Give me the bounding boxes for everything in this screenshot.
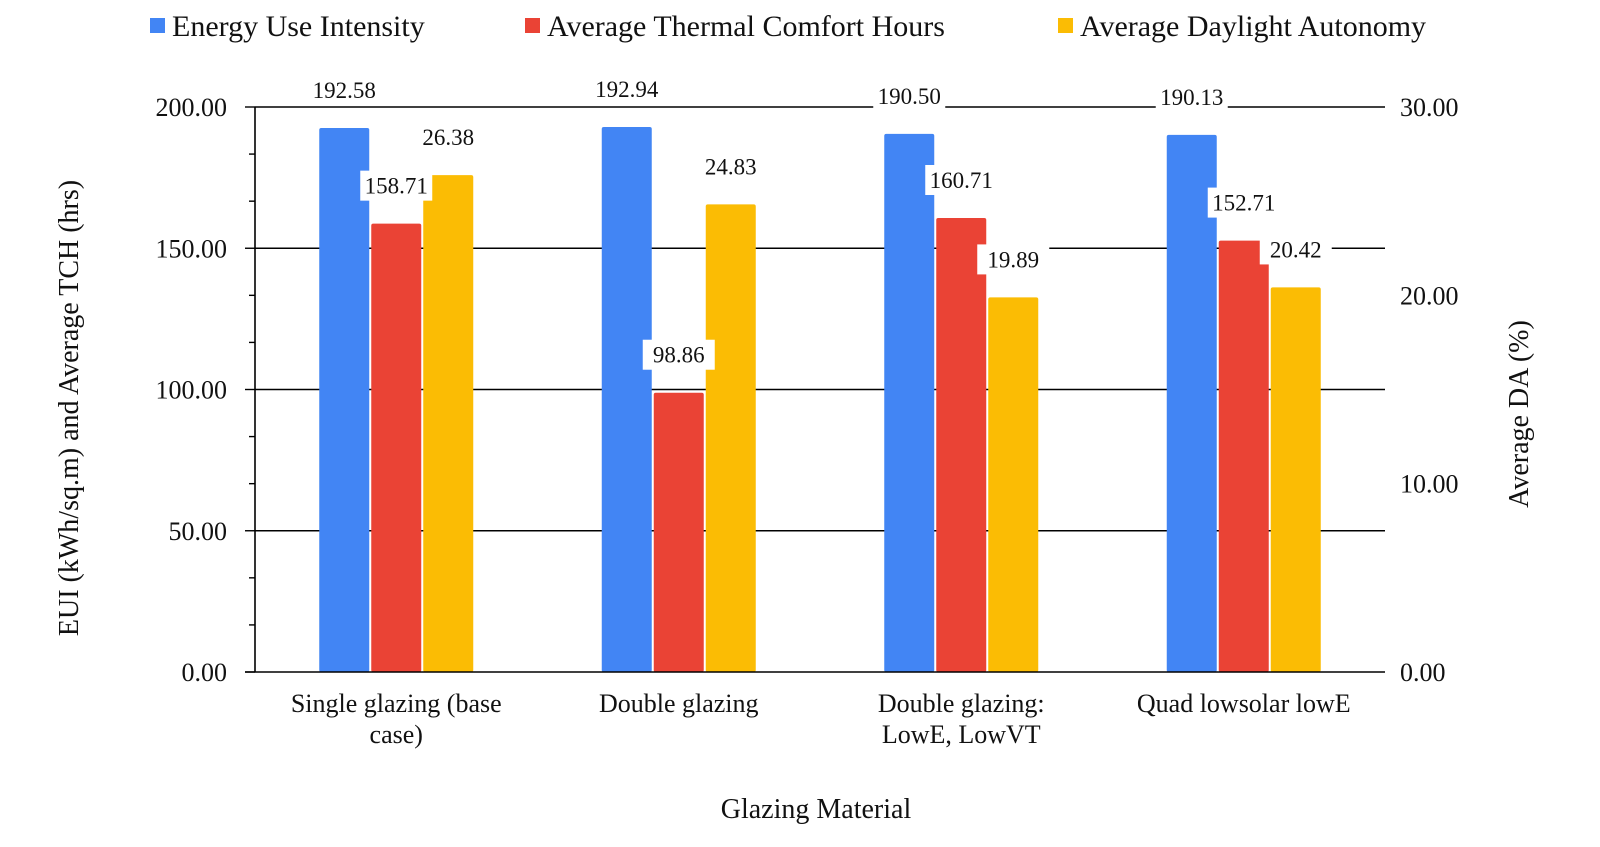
axes [245,106,1385,673]
data-label-bg [873,80,946,111]
data-label-bg [1207,187,1280,218]
bar [601,126,652,672]
data-label: 98.86 [653,343,705,368]
data-label-bg [308,74,381,105]
category-label: Quad lowsolar lowE [1137,689,1351,718]
data-label: 192.58 [313,78,376,103]
data-label-bg [1155,81,1228,112]
data-label-bg [642,339,715,370]
data-label-bg [1259,234,1332,265]
data-label: 152.71 [1212,191,1275,216]
data-label: 20.42 [1270,237,1322,262]
data-label-bg [412,122,485,153]
data-label-bg [590,73,663,104]
y2-axis-title: Average DA (%) [1504,320,1535,508]
data-label-bg [977,244,1050,275]
y2-tick-label: 10.00 [1400,470,1459,499]
legend-label: Average Thermal Comfort Hours [547,10,945,43]
data-label-bg [925,164,998,195]
bar [653,392,704,672]
bar [319,127,370,673]
bar [1218,240,1269,673]
bar [936,217,987,672]
y-tick-label: 0.00 [182,658,228,687]
data-label: 19.89 [987,247,1039,272]
data-label: 26.38 [422,125,474,150]
bar [371,223,422,672]
data-label: 158.71 [365,174,428,199]
data-label-bg [694,151,767,182]
y-tick-label: 150.00 [156,234,228,263]
category-label: Single glazing (base [291,689,502,718]
category-label: Double glazing [599,689,759,718]
category-label: Double glazing: [878,689,1045,718]
legend-swatch [525,18,540,33]
x-axis-title: Glazing Material [721,794,912,825]
y2-tick-label: 0.00 [1400,658,1446,687]
data-label: 190.13 [1160,85,1223,110]
data-labels: 192.58 158.71 26.38 192.94 98.86 24.83 190.50 1… [308,73,1332,370]
bar [988,297,1039,672]
y-tick-label: 200.00 [156,93,228,122]
category-label: LowE, LowVT [882,720,1041,749]
y-axis-title: EUI (kWh/sq.m) and Average TCH (hrs) [54,180,85,636]
category-label: case) [370,720,423,749]
tick-labels: 0.00 50.00 100.00 150.00 200.00 0.00 10.00 20.0… [156,93,1459,687]
y-tick-label: 50.00 [169,517,228,546]
legend-label: Average Daylight Autonomy [1080,10,1426,43]
bar [1270,287,1321,672]
legend-swatch [150,18,165,33]
bar [884,133,935,672]
legend-swatch [1058,18,1073,33]
data-label-bg [360,170,433,201]
data-label: 160.71 [930,168,993,193]
data-label: 192.94 [595,77,659,102]
bars [319,126,1321,673]
bar [705,204,756,672]
legend: Energy Use Intensity Average Thermal Comf… [150,10,1426,43]
bar [1166,134,1217,672]
y2-tick-label: 20.00 [1400,281,1459,310]
legend-label: Energy Use Intensity [172,10,425,43]
bar [423,175,474,672]
data-label: 190.50 [878,84,941,109]
y-tick-label: 100.00 [156,376,228,405]
data-label: 24.83 [705,154,757,179]
y2-tick-label: 30.00 [1400,93,1459,122]
